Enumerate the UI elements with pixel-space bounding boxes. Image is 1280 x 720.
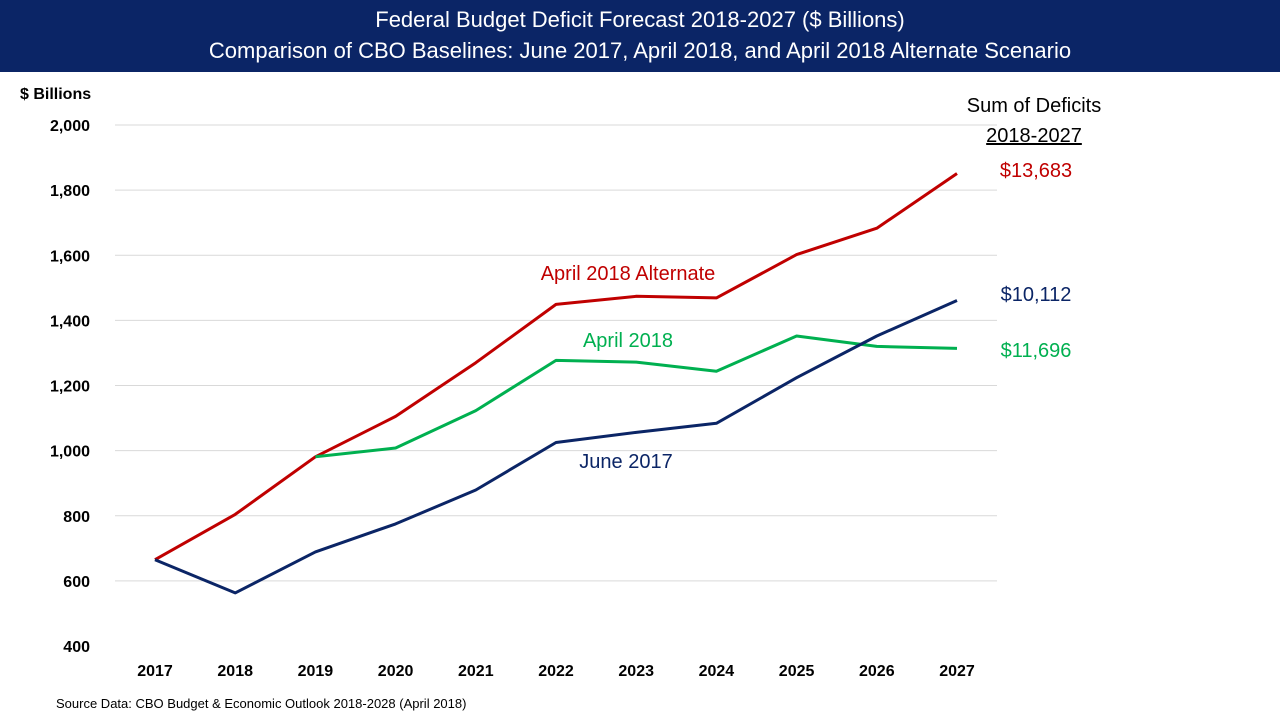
series-line-april-2018 xyxy=(315,334,958,459)
x-tick-label: 2020 xyxy=(378,663,414,680)
series-sum-label: $13,683 xyxy=(1000,160,1072,182)
x-tick-label: 2021 xyxy=(458,663,494,680)
series-sum-label: $10,112 xyxy=(1001,284,1072,306)
sum-of-deficits-period: 2018-2027 xyxy=(986,125,1082,147)
y-axis-ticks: 400 600 800 1,000 1,200 1,400 1,600 1,800 2,000 xyxy=(50,118,90,656)
x-tick-label: 2019 xyxy=(298,663,334,680)
chart-title: Federal Budget Deficit Forecast 2018-202… xyxy=(375,7,905,32)
series-name-label: June 2017 xyxy=(579,451,672,473)
y-tick-label: 1,600 xyxy=(50,248,90,265)
series-name-label: April 2018 Alternate xyxy=(541,263,716,285)
series-lines xyxy=(154,172,958,595)
sum-of-deficits-title: Sum of Deficits xyxy=(966,95,1102,117)
chart-subtitle: Comparison of CBO Baselines: June 2017, … xyxy=(208,38,1072,63)
series-sum-label: $11,696 xyxy=(1001,340,1072,362)
y-tick-label: 1,000 xyxy=(50,444,90,461)
source-note: Source Data: CBO Budget & Economic Outlo… xyxy=(56,696,467,711)
y-tick-label: 800 xyxy=(63,509,90,526)
x-tick-label: 2026 xyxy=(859,663,895,680)
y-axis-label: $ Billions xyxy=(20,86,92,103)
x-tick-label: 2024 xyxy=(699,663,735,680)
y-tick-label: 2,000 xyxy=(50,118,90,135)
x-tick-label: 2023 xyxy=(618,663,654,680)
series-line-april-2018-alternate xyxy=(154,172,958,562)
gridlines xyxy=(115,124,997,582)
x-tick-label: 2025 xyxy=(779,663,815,680)
y-tick-label: 400 xyxy=(63,639,90,656)
series-labels: April 2018 Alternate $13,683 April 2018 $11… xyxy=(541,160,1072,473)
y-tick-label: 1,800 xyxy=(50,183,90,200)
x-tick-label: 2022 xyxy=(538,663,574,680)
x-tick-label: 2027 xyxy=(939,663,975,680)
series-line-june-2017 xyxy=(154,299,958,595)
x-axis-ticks: 2017 2018 2019 2020 2021 2022 2023 2024 2025 2026… xyxy=(137,663,975,680)
title-banner: Federal Budget Deficit Forecast 2018-202… xyxy=(0,0,1280,72)
y-tick-label: 1,200 xyxy=(50,379,90,396)
x-tick-label: 2018 xyxy=(217,663,253,680)
series-name-label: April 2018 xyxy=(583,330,673,352)
y-tick-label: 600 xyxy=(63,574,90,591)
x-tick-label: 2017 xyxy=(137,663,173,680)
y-tick-label: 1,400 xyxy=(50,313,90,330)
